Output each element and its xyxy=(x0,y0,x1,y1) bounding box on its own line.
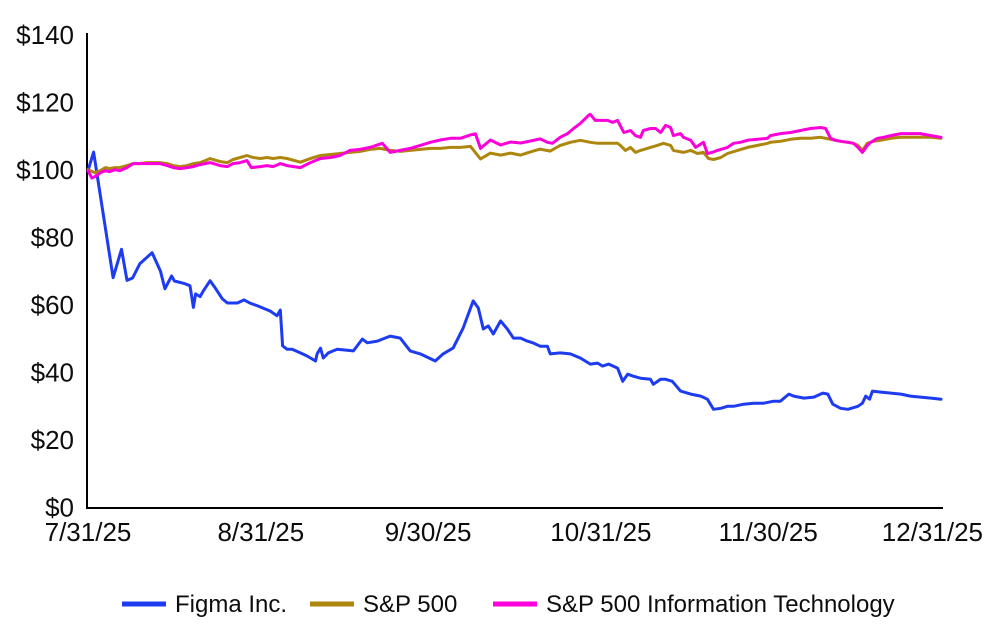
y-tick-label: $140 xyxy=(16,20,74,50)
legend-item-s-p-500-information-technology: S&P 500 Information Technology xyxy=(493,591,895,618)
y-tick-label: $20 xyxy=(31,425,74,455)
legend-item-figma-inc: Figma Inc. xyxy=(122,591,287,618)
y-axis-tick-labels: $0 $20 $40 $60 $80 $100 $120 $140 xyxy=(16,20,74,523)
axis-lines xyxy=(86,33,943,509)
legend-label-s-p-500: S&P 500 xyxy=(363,591,457,618)
legend: Figma Inc. S&P 500 S&P 500 Information Tec… xyxy=(122,591,895,618)
x-tick-label: 8/31/25 xyxy=(217,517,304,547)
y-tick-label: $120 xyxy=(16,88,74,118)
y-tick-label: $40 xyxy=(31,358,74,388)
series-line-s-p-500 xyxy=(86,135,943,175)
legend-label-s-p-500-information-technology: S&P 500 Information Technology xyxy=(546,591,895,618)
x-tick-label: 7/31/25 xyxy=(45,517,132,547)
y-tick-label: $80 xyxy=(31,223,74,253)
legend-label-figma-inc: Figma Inc. xyxy=(175,591,287,618)
legend-item-s-p-500: S&P 500 xyxy=(310,591,457,618)
series-line-figma-inc xyxy=(86,150,943,411)
series-line-s-p-500-information-technology xyxy=(86,112,943,180)
x-tick-label: 12/31/25 xyxy=(882,517,983,547)
y-tick-label: $60 xyxy=(31,290,74,320)
y-tick-label: $100 xyxy=(16,155,74,185)
y-tick-label: $0 xyxy=(45,493,74,523)
x-axis-tick-labels: 7/31/25 8/31/25 9/30/25 10/31/25 11/30/25 12/… xyxy=(45,517,983,547)
x-tick-label: 9/30/25 xyxy=(385,517,472,547)
x-tick-label: 10/31/25 xyxy=(550,517,651,547)
series-lines xyxy=(86,112,943,411)
x-tick-label: 11/30/25 xyxy=(719,517,818,547)
